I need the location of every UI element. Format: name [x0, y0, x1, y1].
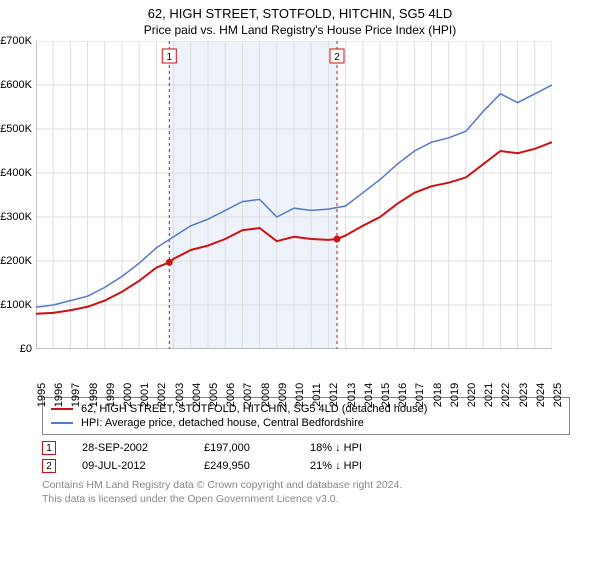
x-tick-label: 2002	[156, 383, 168, 407]
x-tick-label: 2008	[260, 383, 272, 407]
x-tick-label: 2007	[242, 383, 254, 407]
x-tick-label: 2010	[294, 383, 306, 407]
y-axis-labels: £0£100K£200K£300K£400K£500K£600K£700K	[2, 41, 36, 391]
x-tick-label: 2025	[552, 383, 564, 407]
y-tick-label: £700K	[0, 35, 32, 47]
transaction-delta: 18% ↓ HPI	[310, 442, 362, 454]
x-tick-label: 2004	[191, 383, 203, 407]
chart-area: £0£100K£200K£300K£400K£500K£600K£700K 12…	[36, 41, 596, 391]
page-title: 62, HIGH STREET, STOTFOLD, HITCHIN, SG5 …	[0, 6, 600, 21]
footnote: Contains HM Land Registry data © Crown c…	[42, 479, 570, 506]
y-tick-label: £300K	[0, 211, 32, 223]
x-tick-label: 2012	[328, 383, 340, 407]
x-tick-label: 1995	[36, 383, 48, 407]
x-tick-label: 2016	[397, 383, 409, 407]
transaction-row: 2 09-JUL-2012 £249,950 21% ↓ HPI	[42, 457, 570, 475]
x-tick-label: 2020	[466, 383, 478, 407]
transaction-date: 09-JUL-2012	[82, 460, 178, 472]
x-tick-label: 2013	[346, 383, 358, 407]
x-tick-label: 1999	[105, 383, 117, 407]
x-tick-label: 2024	[535, 383, 547, 407]
x-tick-label: 1996	[53, 383, 65, 407]
x-axis-labels: 1995199619971998199920002001200220032004…	[36, 391, 596, 427]
y-tick-label: £400K	[0, 167, 32, 179]
transaction-marker: 1	[42, 441, 56, 455]
x-tick-label: 2011	[311, 383, 323, 407]
transaction-marker: 2	[42, 459, 56, 473]
x-tick-label: 1998	[88, 383, 100, 407]
x-tick-label: 2023	[518, 383, 530, 407]
x-tick-label: 2009	[277, 383, 289, 407]
y-tick-label: £600K	[0, 79, 32, 91]
y-tick-label: £100K	[0, 299, 32, 311]
transaction-price: £197,000	[204, 442, 284, 454]
x-tick-label: 2000	[122, 383, 134, 407]
x-tick-label: 1997	[70, 383, 82, 407]
footnote-line-2: This data is licensed under the Open Gov…	[42, 493, 339, 505]
x-tick-label: 2017	[414, 383, 426, 407]
line-chart: 12	[36, 41, 552, 349]
y-tick-label: £0	[20, 343, 32, 355]
x-tick-label: 2006	[225, 383, 237, 407]
x-tick-label: 2015	[380, 383, 392, 407]
transaction-row: 1 28-SEP-2002 £197,000 18% ↓ HPI	[42, 439, 570, 457]
page-subtitle: Price paid vs. HM Land Registry's House …	[0, 23, 600, 37]
transaction-delta: 21% ↓ HPI	[310, 460, 362, 472]
svg-text:1: 1	[167, 52, 173, 63]
x-tick-label: 2019	[449, 383, 461, 407]
y-tick-label: £200K	[0, 255, 32, 267]
x-tick-label: 2022	[500, 383, 512, 407]
x-tick-label: 2021	[483, 383, 495, 407]
transactions-table: 1 28-SEP-2002 £197,000 18% ↓ HPI 2 09-JU…	[42, 439, 570, 475]
x-tick-label: 2018	[432, 383, 444, 407]
transaction-price: £249,950	[204, 460, 284, 472]
x-tick-label: 2001	[139, 383, 151, 407]
x-tick-label: 2014	[363, 383, 375, 407]
footnote-line-1: Contains HM Land Registry data © Crown c…	[42, 479, 402, 491]
x-tick-label: 2005	[208, 383, 220, 407]
y-tick-label: £500K	[0, 123, 32, 135]
transaction-date: 28-SEP-2002	[82, 442, 178, 454]
svg-text:2: 2	[334, 52, 340, 63]
x-tick-label: 2003	[174, 383, 186, 407]
